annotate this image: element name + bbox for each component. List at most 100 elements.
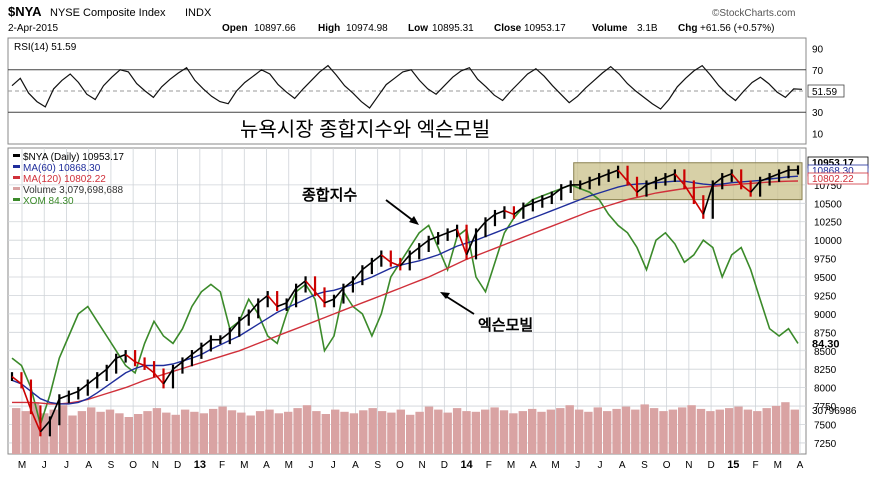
x-tick-label: J	[64, 460, 69, 471]
price-tick-label: 8750	[814, 328, 837, 339]
legend-swatch	[13, 154, 20, 157]
volume-bar	[180, 409, 190, 454]
price-tag-box	[807, 172, 869, 185]
volume-bar	[58, 405, 68, 454]
volume-bar	[678, 407, 687, 454]
rsi-tick-label: 90	[812, 45, 824, 56]
volume-bar	[668, 409, 678, 454]
volume-bar	[359, 410, 368, 454]
volume-value: 3.1B	[637, 23, 658, 34]
price-tick-label: 10500	[814, 199, 842, 210]
price-segment	[30, 409, 42, 433]
price-segment	[769, 173, 780, 179]
volume-bar	[87, 407, 96, 454]
price-segment	[608, 169, 619, 175]
x-tick-label: A	[619, 460, 626, 471]
xom-series-line	[11, 184, 799, 428]
volume-bar	[321, 414, 330, 454]
price-tick-label: 7500	[814, 421, 837, 432]
legend-entry: MA(120) 10802.22	[23, 174, 106, 185]
x-tick-label: M	[507, 460, 515, 471]
volume-bar	[77, 411, 87, 454]
volume-bar	[621, 406, 631, 454]
volume-bar	[190, 411, 199, 454]
volume-bar	[725, 408, 734, 454]
x-tick-label: F	[752, 460, 758, 471]
volume-bar	[199, 413, 208, 454]
volume-bar	[528, 408, 537, 454]
x-tick-label: O	[663, 460, 671, 471]
volume-bar	[349, 413, 359, 454]
volume-bar	[771, 405, 781, 454]
volume-bar	[209, 408, 218, 454]
price-segment	[49, 398, 61, 422]
volume-bar	[509, 413, 518, 454]
price-segment	[229, 320, 240, 333]
volume-bar	[584, 411, 593, 454]
price-segment	[693, 199, 704, 215]
x-tick-label: J	[597, 460, 602, 471]
price-segment	[674, 173, 685, 186]
volume-bar	[490, 407, 499, 454]
x-tick-label: D	[707, 460, 714, 471]
price-segment	[115, 353, 126, 359]
price-segment	[20, 383, 32, 411]
volume-bar	[443, 412, 452, 454]
price-segment	[750, 180, 761, 193]
volume-bar	[790, 409, 799, 454]
volume-bar	[537, 411, 546, 454]
volume-bar	[452, 408, 462, 454]
price-segment	[598, 173, 609, 179]
price-segment	[513, 206, 524, 215]
open-label: Open	[222, 23, 248, 34]
volume-bar	[434, 409, 443, 454]
close-value: 10953.17	[524, 23, 566, 34]
price-segment	[352, 269, 363, 282]
brand-text: ©StockCharts.com	[712, 8, 796, 19]
price-segment	[456, 228, 468, 256]
high-value: 10974.98	[346, 23, 388, 34]
rsi-panel: 9070503010 51.59 RSI(14) 51.59 뉴욕시장 종합지수…	[7, 37, 845, 145]
legend-entry: XOM 84.30	[23, 196, 74, 207]
x-tick-label: J	[331, 460, 336, 471]
volume-bar	[171, 414, 180, 454]
price-segment	[437, 232, 448, 238]
price-segment	[740, 184, 752, 193]
price-segment	[465, 232, 477, 256]
volume-bar	[659, 411, 668, 454]
x-tick-label: O	[396, 460, 404, 471]
price-segment	[494, 209, 505, 216]
price-segment	[646, 180, 657, 186]
ma120-series-line	[12, 180, 799, 405]
price-tick-label: 10250	[814, 218, 842, 229]
volume-bar	[340, 411, 349, 454]
price-tick-label: 8500	[814, 347, 837, 358]
x-tick-label: F	[219, 460, 225, 471]
volume-bar	[274, 413, 284, 454]
x-tick-label: N	[685, 460, 692, 471]
price-segment	[371, 254, 382, 263]
price-segment	[532, 198, 543, 205]
x-tick-label: A	[352, 460, 359, 471]
volume-bar	[631, 409, 640, 454]
x-tick-label: M	[285, 460, 293, 471]
volume-bar	[406, 414, 415, 454]
legend-swatch	[13, 176, 20, 179]
price-segment	[162, 368, 174, 385]
price-segment	[153, 372, 165, 385]
price-tick-label: 8250	[814, 365, 837, 376]
price-segment	[106, 357, 117, 370]
rsi-value-tag	[807, 84, 845, 98]
x-tick-label: O	[129, 460, 137, 471]
price-segment	[636, 184, 647, 193]
volume-bar	[134, 414, 143, 454]
rsi-tick-label: 30	[812, 108, 824, 119]
price-segment	[200, 339, 212, 348]
volume-bar	[603, 411, 612, 454]
volume-bar	[21, 411, 30, 454]
price-tick-label: 9250	[814, 291, 837, 302]
price-segment	[181, 353, 193, 363]
